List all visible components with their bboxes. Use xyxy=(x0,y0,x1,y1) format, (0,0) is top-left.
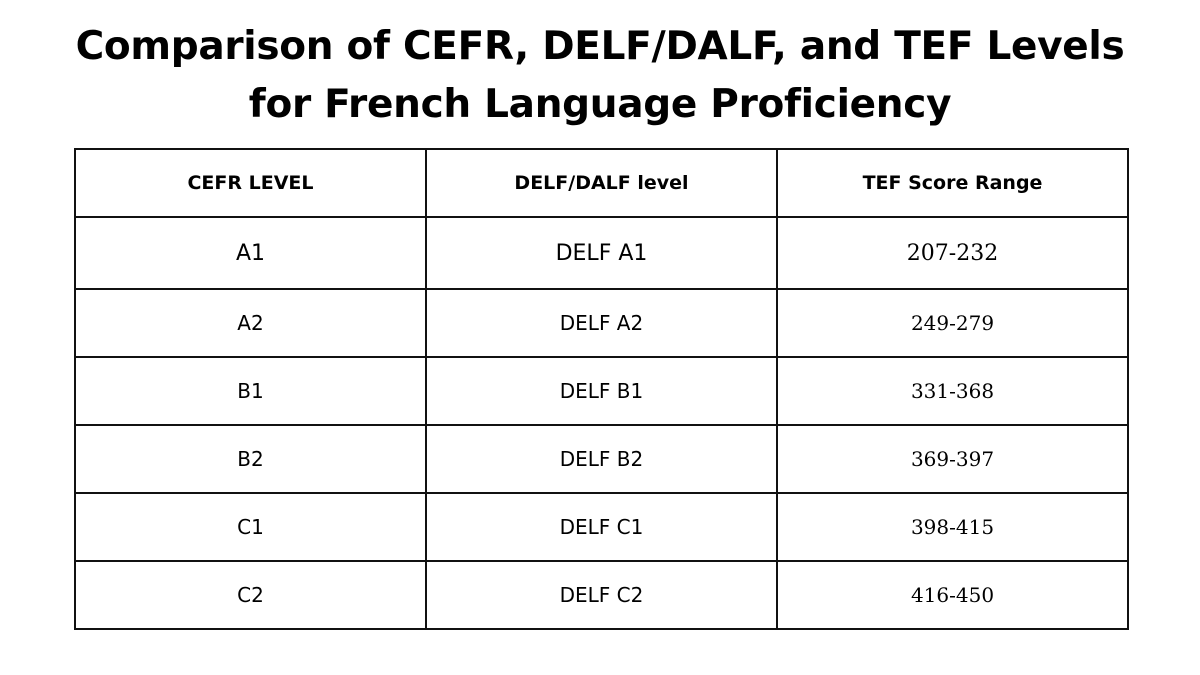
delf-level-cell: DELF C1 xyxy=(425,492,778,562)
level-comparison-table: CEFR LEVEL DELF/DALF level TEF Score Ran… xyxy=(74,148,1129,630)
table-header-row: CEFR LEVEL DELF/DALF level TEF Score Ran… xyxy=(74,148,1129,218)
table-row: B1 DELF B1 331-368 xyxy=(74,356,1129,426)
cefr-level-cell: A1 xyxy=(74,216,427,290)
tef-score-cell: 369-397 xyxy=(776,424,1129,494)
delf-level-cell: DELF B2 xyxy=(425,424,778,494)
table-row: C2 DELF C2 416-450 xyxy=(74,560,1129,630)
delf-level-cell: DELF C2 xyxy=(425,560,778,630)
header-delf-dalf-level: DELF/DALF level xyxy=(425,148,778,218)
cefr-level-cell: B2 xyxy=(74,424,427,494)
page-title: Comparison of CEFR, DELF/DALF, and TEF L… xyxy=(0,18,1200,134)
tef-score-cell: 398-415 xyxy=(776,492,1129,562)
tef-score-cell: 249-279 xyxy=(776,288,1129,358)
cefr-level-cell: A2 xyxy=(74,288,427,358)
table-row: B2 DELF B2 369-397 xyxy=(74,424,1129,494)
delf-level-cell: DELF A1 xyxy=(425,216,778,290)
delf-level-cell: DELF A2 xyxy=(425,288,778,358)
table-row: A2 DELF A2 249-279 xyxy=(74,288,1129,358)
title-line-2: for French Language Proficiency xyxy=(248,82,952,127)
header-tef-score-range: TEF Score Range xyxy=(776,148,1129,218)
tef-score-cell: 416-450 xyxy=(776,560,1129,630)
delf-level-cell: DELF B1 xyxy=(425,356,778,426)
tef-score-cell: 331-368 xyxy=(776,356,1129,426)
table-row: C1 DELF C1 398-415 xyxy=(74,492,1129,562)
title-line-1: Comparison of CEFR, DELF/DALF, and TEF L… xyxy=(75,24,1125,69)
table-row: A1 DELF A1 207-232 xyxy=(74,216,1129,290)
cefr-level-cell: C1 xyxy=(74,492,427,562)
tef-score-cell: 207-232 xyxy=(776,216,1129,290)
cefr-level-cell: B1 xyxy=(74,356,427,426)
cefr-level-cell: C2 xyxy=(74,560,427,630)
header-cefr-level: CEFR LEVEL xyxy=(74,148,427,218)
